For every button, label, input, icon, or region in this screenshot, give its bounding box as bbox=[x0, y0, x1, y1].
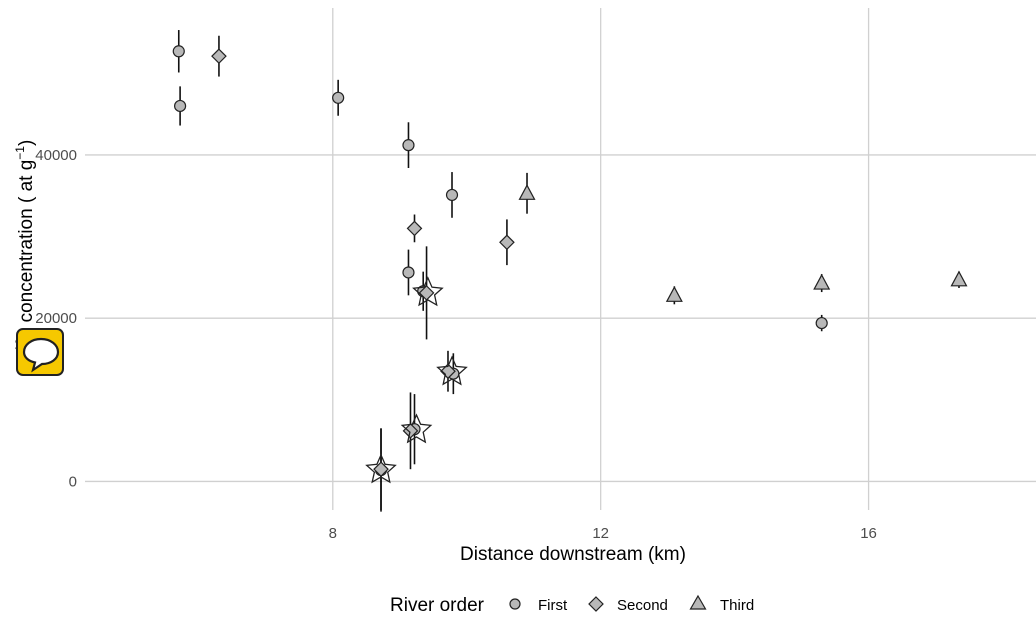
y-axis-title-close: ) bbox=[16, 140, 37, 146]
point-first-5 bbox=[402, 266, 415, 279]
x-axis-title: Distance downstream (km) bbox=[460, 544, 686, 565]
legend-label-third: Third bbox=[720, 597, 754, 614]
legend-key-first-circle bbox=[509, 598, 521, 610]
point-first-0 bbox=[172, 45, 185, 58]
y-axis-title-rest: e concentration ( at g bbox=[16, 160, 37, 339]
y-tick-label-20000: 20000 bbox=[35, 310, 77, 327]
star-marker-0 bbox=[365, 453, 397, 484]
point-third-2 bbox=[813, 273, 831, 290]
point-third-1 bbox=[665, 286, 683, 302]
speech-bubble-icon bbox=[22, 337, 60, 373]
error-bars bbox=[177, 30, 960, 512]
tick-labels: 8 12 16 0 20000 40000 bbox=[35, 147, 877, 542]
legend-title: River order bbox=[390, 595, 485, 616]
x-tick-label-12: 12 bbox=[592, 525, 609, 542]
data-points bbox=[172, 45, 968, 478]
gridlines bbox=[85, 8, 1036, 510]
point-second-2 bbox=[499, 234, 515, 251]
point-first-3 bbox=[402, 139, 415, 152]
point-second-1 bbox=[406, 220, 423, 237]
legend: River order First Second Third bbox=[390, 594, 754, 616]
point-first-6 bbox=[815, 316, 828, 330]
star-marker-2 bbox=[436, 355, 468, 386]
point-first-2 bbox=[332, 91, 345, 104]
star-marker-1 bbox=[400, 413, 433, 444]
legend-label-first: First bbox=[538, 597, 568, 614]
legend-label-second: Second bbox=[617, 597, 668, 614]
x-tick-label-8: 8 bbox=[329, 525, 337, 542]
star-marker-3 bbox=[412, 276, 444, 307]
legend-key-third-triangle bbox=[689, 594, 707, 610]
star-markers bbox=[365, 276, 468, 484]
point-second-4 bbox=[440, 363, 456, 380]
y-tick-label-40000: 40000 bbox=[35, 147, 77, 164]
legend-key-second-diamond bbox=[588, 596, 604, 612]
point-third-3 bbox=[950, 270, 968, 287]
point-second-3 bbox=[418, 285, 435, 301]
point-first-1 bbox=[174, 99, 187, 113]
point-second-6 bbox=[373, 461, 389, 478]
y-tick-label-0: 0 bbox=[69, 473, 77, 490]
point-first-4 bbox=[445, 188, 459, 202]
chat-badge-button[interactable] bbox=[16, 328, 64, 376]
point-second-0 bbox=[211, 48, 227, 65]
point-third-0 bbox=[518, 184, 536, 200]
y-axis-title-sup-right: −1 bbox=[13, 146, 27, 160]
x-tick-label-16: 16 bbox=[860, 525, 877, 542]
